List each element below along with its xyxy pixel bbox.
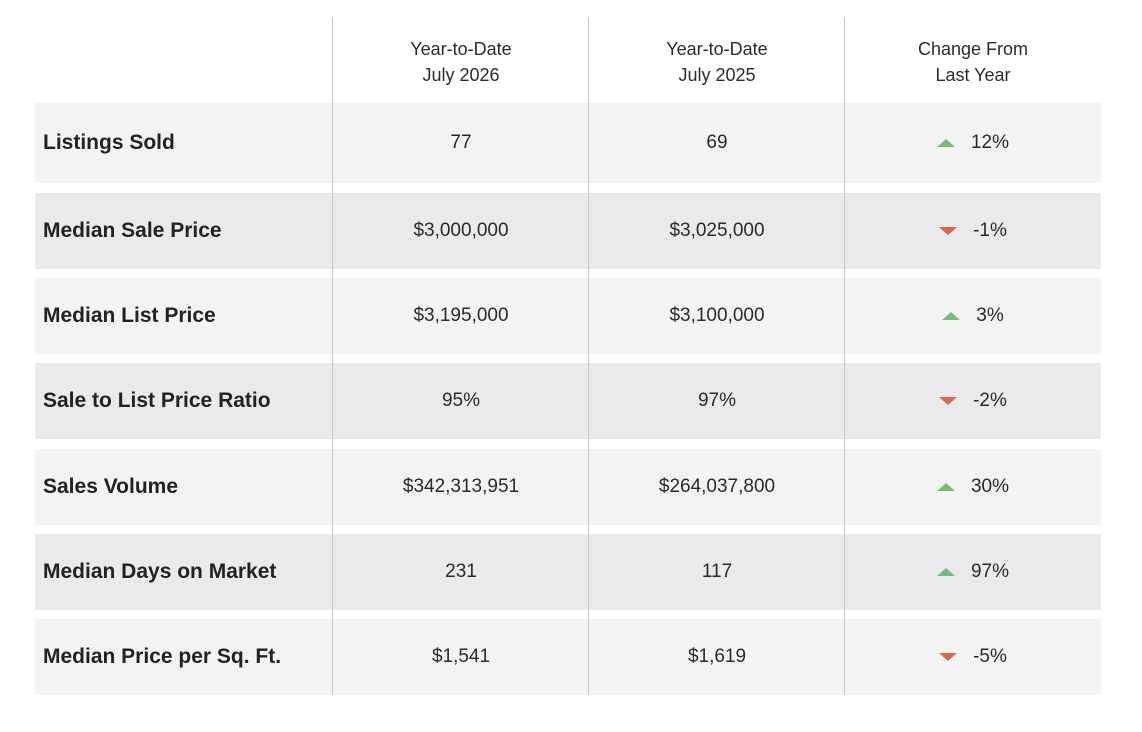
- column-header-line: Year-to-Date: [410, 39, 512, 59]
- value-current: 231: [445, 561, 477, 582]
- table-row: Median Price per Sq. Ft. $1,541 $1,619 -…: [35, 619, 1101, 695]
- change-percent: 3%: [976, 305, 1004, 326]
- down-arrow-icon: [939, 227, 958, 235]
- column-header-change: Change From Last Year: [845, 36, 1101, 88]
- column-header-ytd-2026: Year-to-Date July 2026: [333, 36, 589, 88]
- change-percent: -1%: [973, 220, 1007, 241]
- row-label: Median List Price: [43, 304, 216, 327]
- value-previous: $3,025,000: [669, 220, 765, 241]
- up-arrow-icon: [936, 483, 955, 491]
- value-current: 95%: [441, 390, 481, 411]
- value-previous: 97%: [697, 390, 737, 411]
- change-value: 3%: [845, 305, 1101, 327]
- column-header-line: July 2026: [422, 65, 500, 85]
- up-arrow-icon: [936, 139, 955, 147]
- table-row: Median Sale Price $3,000,000 $3,025,000 …: [35, 193, 1101, 269]
- value-previous: 69: [706, 132, 728, 153]
- up-arrow-icon: [936, 568, 955, 576]
- up-arrow-icon: [942, 312, 961, 320]
- down-arrow-icon: [939, 397, 958, 405]
- change-percent: -2%: [973, 390, 1007, 411]
- table-row: Median List Price $3,195,000 $3,100,000 …: [35, 278, 1101, 354]
- row-label: Sale to List Price Ratio: [43, 389, 271, 412]
- value-current: $342,313,951: [402, 476, 520, 497]
- change-percent: 12%: [970, 132, 1010, 153]
- change-percent: 30%: [970, 476, 1010, 497]
- column-divider: [332, 18, 333, 695]
- row-label: Median Days on Market: [43, 560, 277, 583]
- row-label: Listings Sold: [43, 131, 175, 154]
- column-divider: [844, 18, 845, 695]
- value-previous: $264,037,800: [658, 476, 776, 497]
- column-header-line: Year-to-Date: [666, 39, 768, 59]
- row-label: Sales Volume: [43, 475, 179, 498]
- change-percent: 97%: [970, 561, 1010, 582]
- down-arrow-icon: [939, 653, 958, 661]
- column-header-ytd-2025: Year-to-Date July 2025: [589, 36, 845, 88]
- value-previous: 117: [701, 561, 733, 582]
- value-current: $3,195,000: [413, 305, 509, 326]
- change-value: 97%: [845, 561, 1101, 583]
- value-current: $1,541: [431, 646, 491, 667]
- row-label: Median Sale Price: [43, 219, 222, 242]
- change-value: -1%: [845, 220, 1101, 242]
- table-row: Listings Sold 77 69 12%: [35, 103, 1101, 183]
- table-row: Sale to List Price Ratio 95% 97% -2%: [35, 363, 1101, 439]
- table-row: Median Days on Market 231 117 97%: [35, 534, 1101, 610]
- value-current: 77: [450, 132, 472, 153]
- value-current: $3,000,000: [413, 220, 509, 241]
- column-header-line: Change From: [917, 39, 1029, 59]
- column-header-line: July 2025: [678, 65, 756, 85]
- change-value: -5%: [845, 646, 1101, 668]
- column-divider: [588, 18, 589, 695]
- table-row: Sales Volume $342,313,951 $264,037,800 3…: [35, 449, 1101, 525]
- column-header-line: Last Year: [935, 65, 1011, 85]
- market-stats-table: Year-to-Date July 2026 Year-to-Date July…: [35, 18, 1101, 695]
- change-percent: -5%: [973, 646, 1007, 667]
- value-previous: $3,100,000: [669, 305, 765, 326]
- change-value: 30%: [845, 476, 1101, 498]
- change-value: -2%: [845, 390, 1101, 412]
- value-previous: $1,619: [687, 646, 747, 667]
- change-value: 12%: [845, 132, 1101, 154]
- row-label: Median Price per Sq. Ft.: [43, 645, 282, 668]
